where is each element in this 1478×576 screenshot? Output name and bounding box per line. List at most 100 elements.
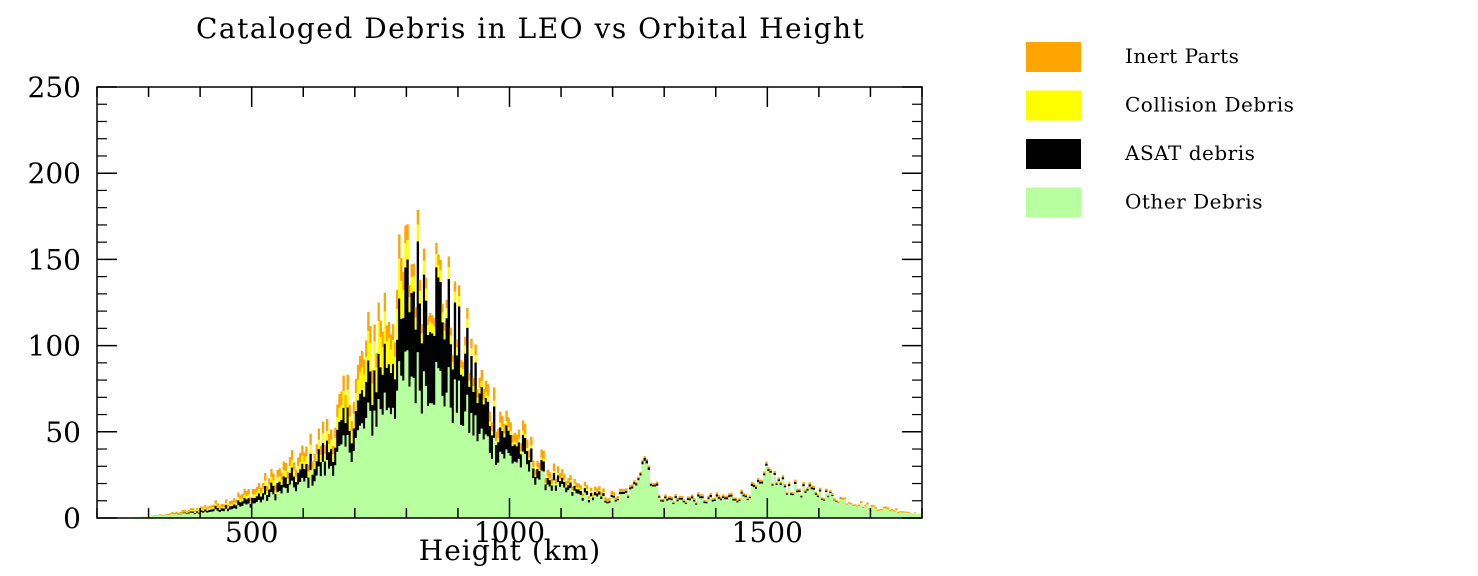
bar-inert-parts-389 (899, 511, 902, 513)
bar-asat-debris-330 (777, 479, 780, 482)
bar-asat-debris-55 (210, 509, 213, 512)
bar-inert-parts-387 (895, 508, 898, 511)
y-tick-label: 100 (28, 330, 81, 363)
bar-asat-debris-44 (187, 512, 191, 514)
bar-inert-parts-35 (169, 513, 172, 515)
bar-collision-debris-112 (328, 443, 331, 453)
bar-asat-debris-179 (466, 327, 469, 395)
bar-asat-debris-236 (583, 488, 587, 493)
bar-collision-debris-118 (340, 405, 343, 420)
bar-other-debris-30 (158, 515, 162, 518)
bar-inert-parts-396 (913, 512, 917, 513)
bar-inert-parts-375 (870, 504, 873, 507)
bar-collision-debris-223 (556, 473, 560, 476)
bar-other-debris-379 (878, 510, 882, 518)
bar-asat-debris-81 (264, 485, 267, 495)
bar-other-debris-51 (202, 512, 205, 518)
bar-inert-parts-201 (511, 434, 514, 443)
bar-inert-parts-333 (783, 483, 787, 486)
bar-collision-debris-103 (309, 444, 312, 454)
bar-inert-parts-112 (328, 434, 331, 444)
bar-collision-debris-60 (220, 506, 224, 509)
bar-inert-parts-166 (439, 259, 442, 270)
bar-other-debris-240 (592, 500, 595, 518)
bar-other-debris-285 (684, 504, 688, 518)
bar-collision-debris-166 (439, 269, 442, 282)
bar-asat-debris-96 (295, 481, 298, 492)
bar-asat-debris-139 (383, 343, 387, 393)
bar-asat-debris-238 (587, 499, 591, 503)
bar-inert-parts-88 (278, 468, 281, 476)
bar-collision-debris-66 (233, 502, 236, 505)
bar-collision-debris-128 (361, 367, 364, 390)
bar-inert-parts-157 (420, 324, 424, 334)
bar-other-debris-309 (734, 500, 737, 518)
bar-inert-parts-242 (596, 488, 599, 493)
bar-asat-debris-80 (262, 493, 265, 500)
bar-other-debris-382 (884, 508, 888, 518)
bar-other-debris-177 (462, 426, 465, 518)
bar-inert-parts-100 (303, 452, 306, 462)
bar-asat-debris-272 (658, 496, 661, 498)
bar-inert-parts-85 (272, 473, 275, 481)
bar-asat-debris-47 (193, 513, 197, 515)
bar-other-debris-278 (670, 500, 673, 518)
bar-inert-parts-256 (625, 488, 628, 491)
bar-inert-parts-228 (567, 478, 570, 484)
bar-inert-parts-173 (453, 281, 457, 292)
bar-inert-parts-175 (457, 285, 461, 296)
bar-collision-debris-101 (305, 456, 308, 465)
x-axis-ticks: 500 1000 1500 (96, 87, 923, 549)
bar-inert-parts-214 (538, 462, 541, 470)
bar-other-debris-260 (633, 484, 636, 518)
bar-other-debris-318 (752, 487, 756, 518)
bar-asat-debris-125 (354, 410, 358, 438)
bar-other-debris-230 (571, 495, 574, 518)
bar-inert-parts-131 (367, 312, 370, 331)
bar-inert-parts-346 (810, 485, 813, 488)
bar-inert-parts-200 (509, 422, 512, 432)
bar-other-debris-98 (299, 481, 302, 518)
bar-collision-debris-97 (297, 465, 300, 473)
bar-other-debris-316 (748, 498, 752, 518)
bar-asat-debris-51 (202, 510, 205, 513)
bar-other-debris-360 (839, 498, 842, 518)
bar-asat-debris-220 (550, 485, 554, 491)
bar-other-debris-140 (385, 410, 389, 518)
bar-other-debris-341 (800, 497, 803, 518)
bar-other-debris-380 (880, 510, 884, 518)
bar-other-debris-150 (406, 350, 409, 518)
bar-collision-debris-62 (224, 503, 228, 505)
plot-frame (96, 86, 923, 519)
bar-inert-parts-218 (546, 469, 549, 477)
bar-collision-debris-240 (592, 496, 595, 498)
bar-other-debris-273 (660, 501, 663, 518)
bar-inert-parts-159 (424, 277, 428, 289)
bar-other-debris-45 (189, 512, 193, 518)
bar-other-debris-126 (356, 430, 360, 518)
bar-other-debris-312 (740, 493, 743, 518)
bar-collision-debris-158 (422, 260, 426, 275)
bar-asat-debris-205 (519, 454, 523, 468)
bar-collision-debris-186 (480, 380, 483, 388)
bar-asat-debris-101 (305, 464, 308, 478)
bar-other-debris-86 (274, 500, 277, 518)
bar-collision-debris-147 (400, 280, 403, 319)
bar-other-debris-166 (439, 370, 442, 518)
bar-inert-parts-41 (181, 509, 184, 512)
bar-inert-parts-376 (872, 505, 875, 508)
bar-other-debris-227 (565, 492, 568, 518)
bar-asat-debris-317 (750, 483, 754, 486)
bar-inert-parts-287 (688, 496, 692, 499)
bar-asat-debris-257 (627, 496, 630, 498)
bar-asat-debris-59 (218, 509, 222, 513)
bar-asat-debris-252 (616, 498, 620, 501)
bar-asat-debris-67 (235, 505, 238, 509)
bar-asat-debris-290 (695, 503, 698, 505)
bar-asat-debris-95 (292, 476, 296, 488)
bar-inert-parts-372 (864, 504, 867, 507)
bar-asat-debris-195 (499, 427, 502, 452)
bar-collision-debris-189 (486, 396, 490, 402)
bar-asat-debris-199 (507, 430, 510, 454)
bar-asat-debris-347 (812, 487, 816, 490)
